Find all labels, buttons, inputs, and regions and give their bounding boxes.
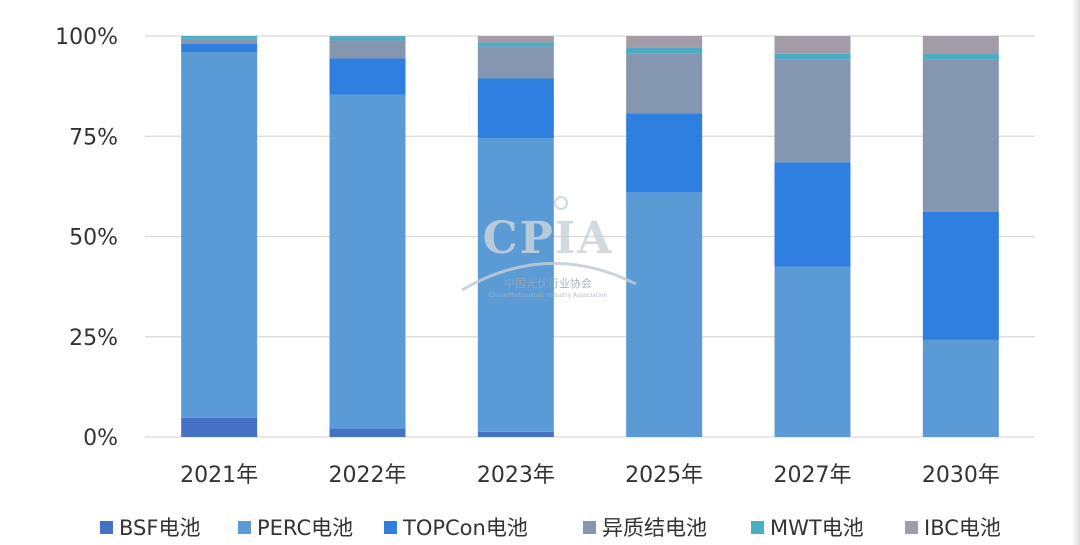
legend-item: 异质结电池: [583, 516, 707, 540]
x-tick-label: 2022年: [329, 463, 407, 488]
x-tick-label: 2030年: [922, 463, 1000, 488]
legend-item: MWT电池: [751, 516, 864, 540]
bar-segment: [922, 59, 999, 212]
bar-segment: [181, 52, 258, 418]
legend-label: TOPCon电池: [402, 516, 528, 540]
watermark-brand: CPIA: [483, 213, 614, 264]
legend-swatch: [583, 521, 596, 534]
bar-segment: [329, 40, 406, 59]
bar-stack: [477, 36, 554, 437]
bar-segment: [329, 94, 406, 429]
bar-segment: [626, 53, 703, 114]
bar-segment: [477, 46, 554, 79]
bar-segment: [477, 431, 554, 437]
legend-item: TOPCon电池: [384, 516, 528, 540]
bar-segment: [329, 428, 406, 437]
bar-segment: [774, 266, 851, 437]
bar-segment: [774, 162, 851, 267]
legend-swatch: [905, 521, 918, 534]
bar-segment: [181, 36, 258, 39]
bar-stack: [181, 36, 258, 437]
bar-segment: [774, 53, 851, 60]
bar-segment: [626, 47, 703, 54]
bar-segment: [922, 211, 999, 340]
cpia-watermark: CPIA 中国光伏行业协会 China Photovoltaic Industr…: [461, 196, 637, 299]
legend-label: IBC电池: [924, 516, 1001, 540]
bar-segment: [329, 36, 406, 41]
watermark-swoosh: [461, 262, 637, 292]
bar-segment: [922, 54, 999, 60]
legend-item: IBC电池: [905, 516, 1001, 540]
bar-segment: [774, 59, 851, 163]
y-tick-label: 0%: [83, 426, 118, 451]
bar-segment: [626, 192, 703, 437]
y-tick-label: 25%: [69, 326, 118, 351]
legend-swatch: [100, 521, 113, 534]
legend-swatch: [238, 521, 251, 534]
legend: BSF电池 PERC电池 TOPCon电池 异质结电池 MWT电池 IBC电池: [100, 516, 1001, 540]
legend-item: BSF电池: [100, 516, 200, 540]
bar-segment: [477, 138, 554, 432]
bar-stack: [922, 36, 999, 437]
watermark-org-en: China Photovoltaic Industry Association: [489, 292, 608, 299]
gridlines: [145, 35, 1035, 438]
x-tick-label: 2027年: [774, 463, 852, 488]
bar-segment: [181, 38, 258, 45]
bar-segment: [626, 113, 703, 193]
bar-segment: [774, 36, 851, 54]
bar-segment: [922, 36, 999, 55]
legend-item: PERC电池: [238, 516, 353, 540]
bar-segment: [329, 58, 406, 95]
bar-segment: [477, 36, 554, 43]
bar-segment: [922, 339, 999, 437]
x-axis-ticks: 2021年 2022年 2023年 2025年 2027年 2030年: [180, 463, 1000, 488]
bars: [181, 36, 999, 437]
x-tick-label: 2023年: [477, 463, 555, 488]
bar-stack: [626, 36, 703, 437]
watermark-sun-icon: [554, 196, 568, 210]
y-tick-label: 50%: [69, 226, 118, 251]
bar-stack: [774, 36, 851, 437]
legend-label: BSF电池: [119, 516, 200, 540]
legend-label: PERC电池: [257, 516, 353, 540]
legend-label: 异质结电池: [602, 516, 707, 540]
bar-segment: [626, 36, 703, 48]
y-tick-label: 100%: [55, 25, 118, 50]
bar-segment: [181, 417, 258, 437]
watermark-org: 中国光伏行业协会: [504, 276, 592, 290]
legend-swatch: [751, 521, 764, 534]
x-tick-label: 2025年: [625, 463, 703, 488]
bar-segment: [477, 78, 554, 139]
bar-segment: [477, 42, 554, 47]
bar-segment: [181, 44, 258, 53]
y-tick-label: 75%: [69, 125, 118, 150]
legend-swatch: [384, 521, 397, 534]
x-tick-label: 2021年: [180, 463, 258, 488]
legend-label: MWT电池: [770, 516, 864, 540]
y-axis-ticks: 0% 25% 50% 75% 100%: [55, 25, 118, 451]
bar-stack: [329, 36, 406, 437]
